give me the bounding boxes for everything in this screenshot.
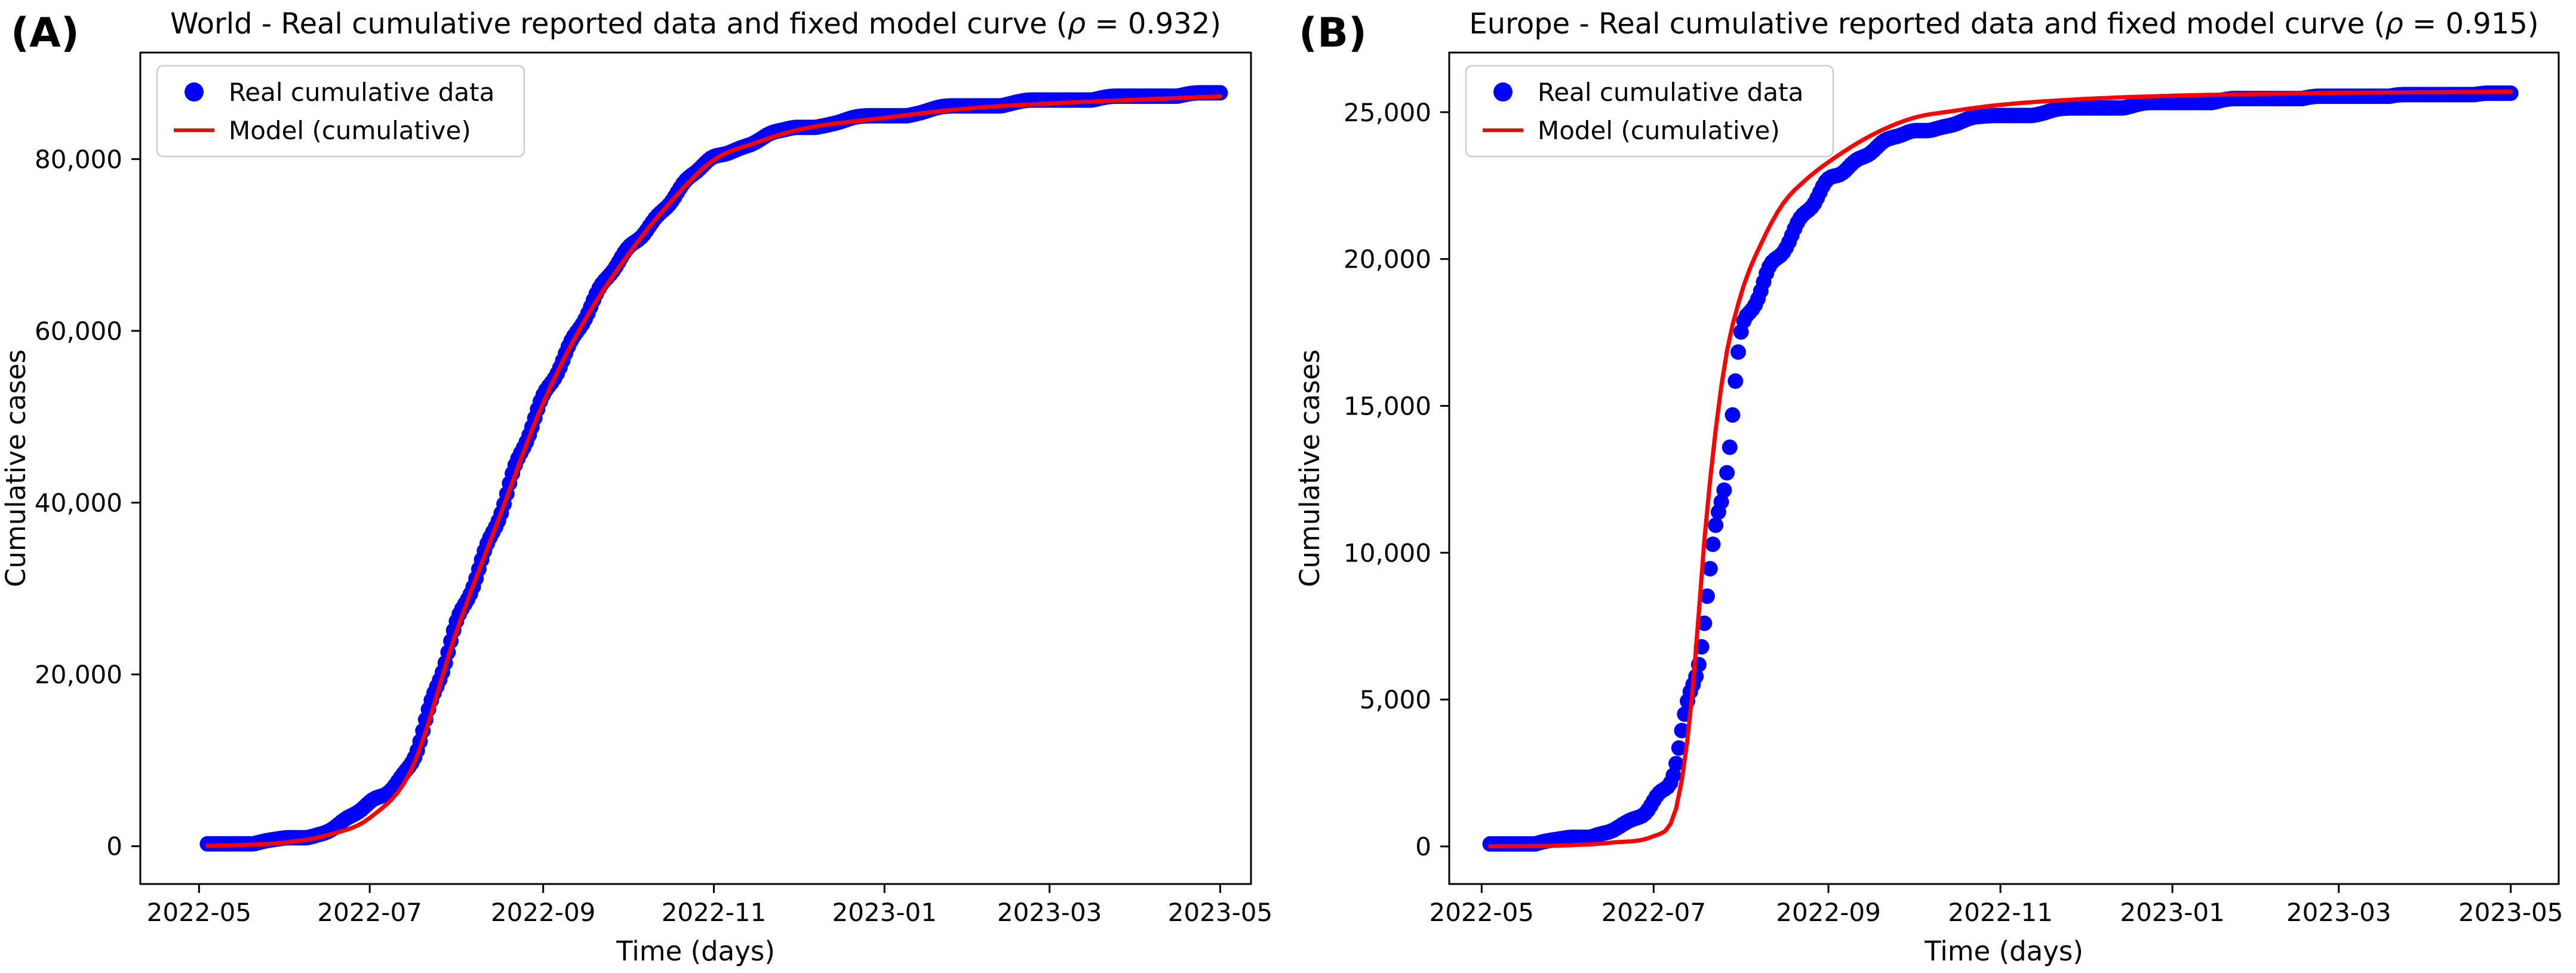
y-axis-ticks: 0 5,000 10,000 15,000 20,000 25,000: [1344, 98, 1449, 861]
model-curve: [1488, 89, 2513, 849]
x-tick-label: 2023-03: [2286, 898, 2391, 927]
legend-label-model: Model (cumulative): [229, 116, 471, 145]
x-tick-label: 2022-05: [147, 898, 252, 927]
legend: Real cumulative data Model (cumulative): [156, 65, 525, 158]
y-tick-label: 10,000: [1344, 538, 1431, 567]
y-tick-label: 20,000: [1344, 245, 1431, 274]
x-tick-label: 2022-09: [491, 898, 596, 927]
x-axis-label: Time (days): [1924, 935, 2083, 967]
data-point: [1716, 482, 1732, 498]
data-point: [1696, 615, 1713, 631]
y-tick-label: 20,000: [35, 660, 122, 689]
y-tick-label: 0: [106, 832, 122, 861]
data-point: [1674, 723, 1690, 739]
data-point: [1668, 756, 1684, 772]
x-axis-label: Time (days): [616, 935, 775, 967]
y-axis-ticks: 0 20,000 40,000 60,000 80,000: [35, 145, 140, 861]
legend-marker-dot: [1493, 82, 1513, 102]
chart-title: Europe - Real cumulative reported data a…: [1469, 7, 2538, 41]
x-tick-label: 2022-11: [1948, 898, 2053, 927]
axis-spines: [139, 51, 1252, 885]
legend: Real cumulative data Model (cumulative): [1465, 65, 1834, 158]
y-axis-label: Cumulative cases: [1294, 349, 1326, 587]
panel-label: (B): [1299, 10, 1367, 57]
data-point: [1713, 494, 1729, 510]
x-tick-label: 2023-05: [1168, 898, 1273, 927]
x-axis-ticks: 2022-05 2022-07 2022-09 2022-11 2023-01 2023-…: [147, 884, 1273, 927]
legend-box: [156, 65, 525, 158]
chart-background: [0, 0, 1288, 973]
chart-svg-europe: (B) Europe - Real cumulative reported dat…: [1288, 0, 2576, 973]
chart-svg-world: (A) World - Real cumulative reported data…: [0, 0, 1288, 973]
model-curve: [205, 94, 1222, 848]
x-axis-ticks: 2022-05 2022-07 2022-09 2022-11 2023-01 2023-…: [1430, 884, 2563, 927]
x-tick-label: 2023-05: [2458, 898, 2563, 927]
y-tick-label: 0: [1415, 832, 1431, 861]
y-tick-label: 60,000: [35, 317, 122, 346]
data-point: [1699, 588, 1715, 604]
data-point: [1705, 536, 1721, 553]
x-tick-label: 2022-09: [1776, 898, 1881, 927]
panel-label: (A): [11, 10, 79, 57]
y-tick-label: 25,000: [1344, 98, 1431, 127]
y-tick-label: 15,000: [1344, 392, 1431, 421]
data-point: [1665, 768, 1682, 784]
legend-box: [1465, 65, 1834, 158]
legend-marker-dot: [185, 82, 204, 102]
x-tick-label: 2023-01: [832, 898, 937, 927]
x-tick-label: 2023-01: [2120, 898, 2225, 927]
data-point: [1702, 561, 1718, 577]
x-tick-label: 2022-07: [317, 898, 422, 927]
data-point: [1730, 344, 1746, 360]
y-tick-label: 5,000: [1360, 685, 1431, 714]
x-tick-label: 2022-07: [1601, 898, 1707, 927]
panel-b-europe-chart: (B) Europe - Real cumulative reported dat…: [1288, 0, 2576, 973]
axis-spines: [1448, 51, 2560, 885]
legend-label-data: Real cumulative data: [1538, 78, 1803, 107]
data-point: [1722, 439, 1738, 455]
data-point: [1724, 407, 1741, 423]
y-tick-label: 40,000: [35, 489, 122, 518]
y-axis-label: Cumulative cases: [0, 349, 32, 587]
data-point: [1719, 465, 1735, 481]
chart-title: World - Real cumulative reported data an…: [170, 7, 1221, 41]
x-tick-label: 2022-11: [662, 898, 767, 927]
legend-label-model: Model (cumulative): [1538, 116, 1780, 145]
data-point: [1708, 517, 1724, 533]
legend-label-data: Real cumulative data: [229, 78, 494, 107]
panel-a-world-chart: (A) World - Real cumulative reported data…: [0, 0, 1288, 973]
data-point: [1671, 740, 1687, 756]
y-tick-label: 80,000: [35, 145, 122, 174]
x-tick-label: 2022-05: [1430, 898, 1535, 927]
chart-background: [1288, 0, 2576, 973]
x-tick-label: 2023-03: [997, 898, 1102, 927]
data-point: [1727, 373, 1744, 389]
